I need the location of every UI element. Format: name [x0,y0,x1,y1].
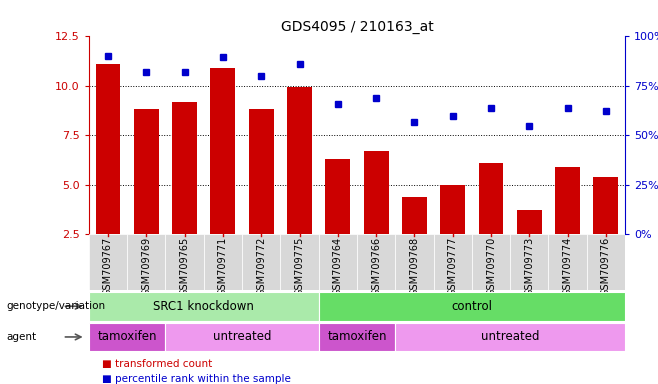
Text: GSM709777: GSM709777 [447,237,458,296]
Text: genotype/variation: genotype/variation [7,301,106,311]
Bar [434,234,472,290]
Text: GSM709770: GSM709770 [486,237,496,296]
Bar [89,292,318,321]
Bar [211,68,236,234]
Text: untreated: untreated [481,331,540,343]
Text: GSM709765: GSM709765 [180,237,190,296]
Bar [555,167,580,234]
Bar [402,197,427,234]
Text: GSM709768: GSM709768 [409,237,419,296]
Bar [318,292,625,321]
Bar [440,185,465,234]
Text: GSM709774: GSM709774 [563,237,572,296]
Text: ■ percentile rank within the sample: ■ percentile rank within the sample [102,374,291,384]
Bar [95,64,120,234]
Text: GSM709771: GSM709771 [218,237,228,296]
Bar [395,323,625,351]
Bar [364,151,389,234]
Bar [594,177,619,234]
Bar [127,234,165,290]
Bar [587,234,625,290]
Text: GSM709764: GSM709764 [333,237,343,296]
Text: control: control [451,300,492,313]
Text: GSM709772: GSM709772 [256,237,266,296]
Text: GSM709769: GSM709769 [141,237,151,296]
Text: GSM709767: GSM709767 [103,237,113,296]
Bar [89,323,165,351]
Text: ■ transformed count: ■ transformed count [102,359,213,369]
Bar [325,159,350,234]
Text: tamoxifen: tamoxifen [97,331,157,343]
Bar [510,234,549,290]
Text: agent: agent [7,332,37,342]
Bar [204,234,242,290]
Bar [172,102,197,234]
Bar [318,323,395,351]
Bar [549,234,587,290]
Bar [478,163,503,234]
Bar [242,234,280,290]
Bar [165,234,204,290]
Title: GDS4095 / 210163_at: GDS4095 / 210163_at [280,20,434,34]
Bar [395,234,434,290]
Text: GSM709776: GSM709776 [601,237,611,296]
Bar [357,234,395,290]
Bar [517,210,542,234]
Bar [89,234,127,290]
Bar [318,234,357,290]
Text: GSM709773: GSM709773 [524,237,534,296]
Bar [249,109,274,234]
Text: tamoxifen: tamoxifen [327,331,387,343]
Text: SRC1 knockdown: SRC1 knockdown [153,300,254,313]
Bar [134,109,159,234]
Text: untreated: untreated [213,331,271,343]
Text: GSM709775: GSM709775 [295,237,305,296]
Bar [165,323,318,351]
Bar [287,87,312,234]
Text: GSM709766: GSM709766 [371,237,381,296]
Bar [280,234,318,290]
Bar [472,234,510,290]
